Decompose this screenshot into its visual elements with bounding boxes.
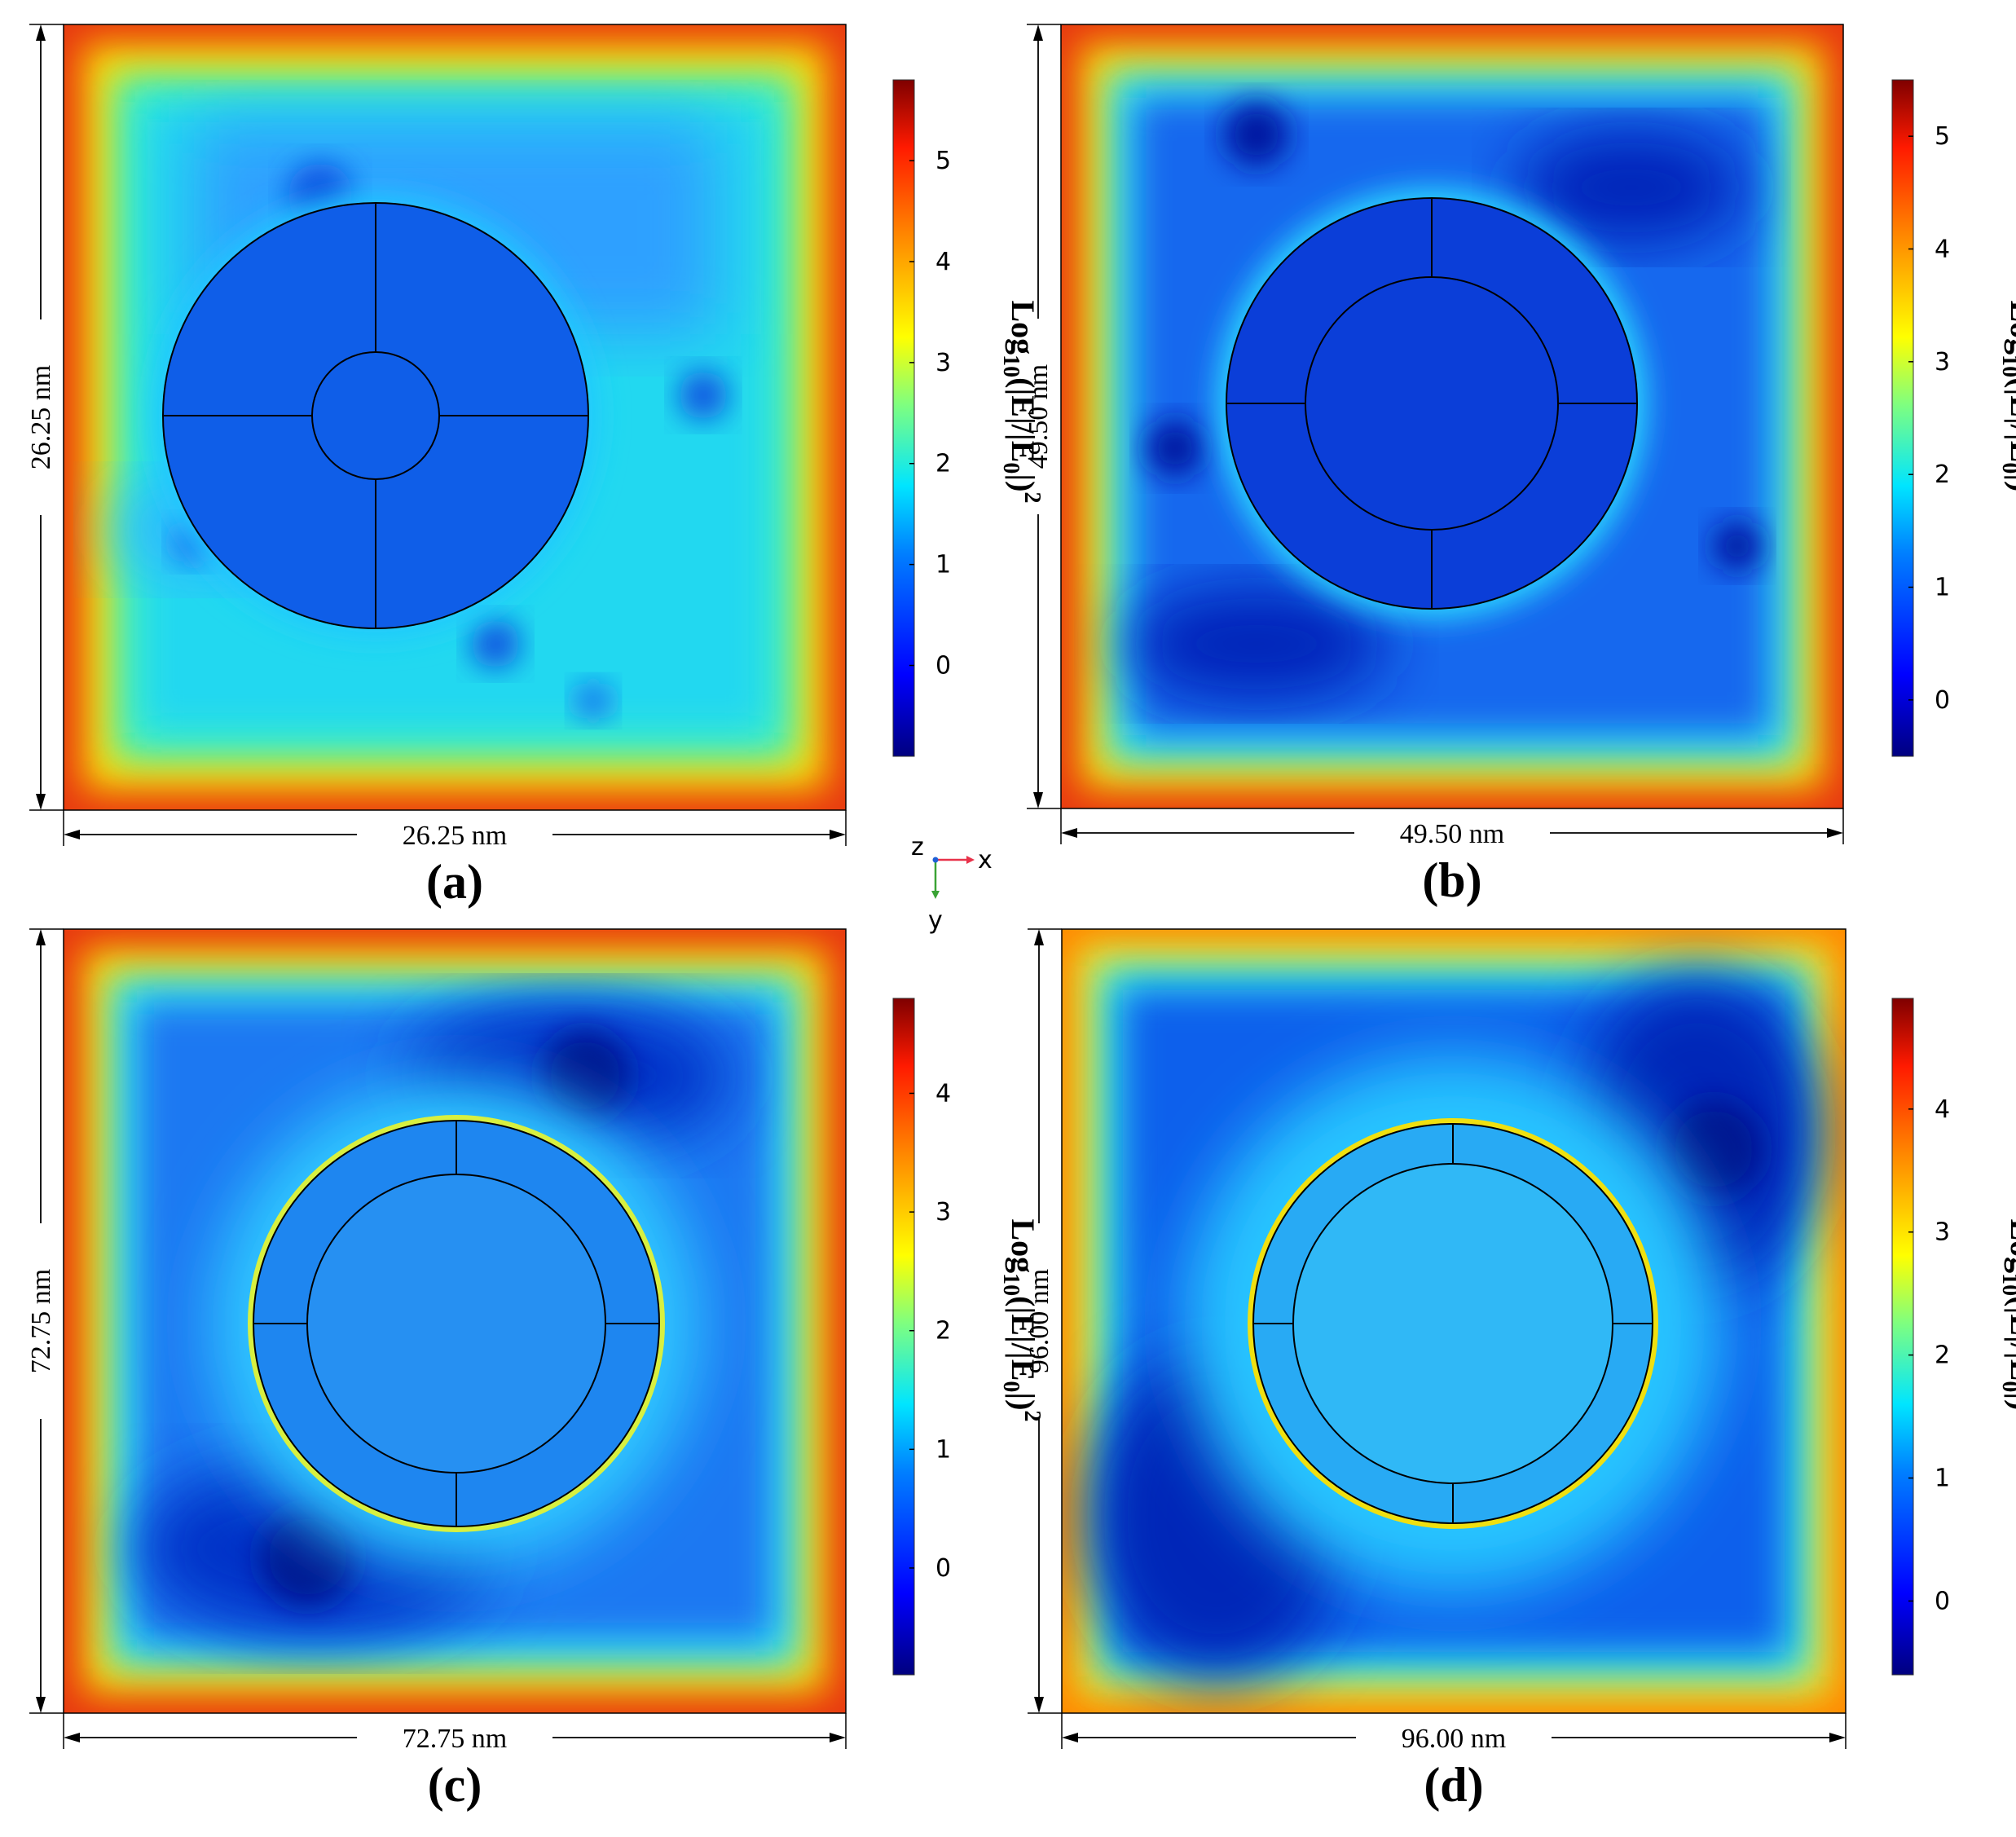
height-arrowhead-bottom	[1034, 1697, 1044, 1713]
panel-d	[1061, 928, 1847, 1714]
field-map	[1060, 24, 1844, 809]
y-axis-arrowhead	[931, 891, 940, 899]
width-arrowhead-left	[1061, 828, 1077, 838]
width-arrowhead-left	[64, 1733, 80, 1742]
colorbar	[1891, 79, 1914, 757]
width-arrowhead-left	[1062, 1733, 1078, 1742]
x-axis-arrowhead	[966, 856, 975, 864]
panel-a	[63, 24, 847, 811]
colorbar-tick-label: 4	[1935, 1095, 1950, 1124]
panel-label: (c)	[428, 1758, 482, 1812]
colorbar-tick-label: 2	[935, 1317, 951, 1346]
height-arrowhead-bottom	[36, 1697, 46, 1713]
width-arrowhead-right	[1827, 828, 1843, 838]
height-arrowhead-top	[1033, 24, 1043, 41]
colorbar-tick-label: 2	[1935, 1341, 1950, 1370]
colorbar-tick-label: 1	[1935, 574, 1950, 602]
height-arrowhead-bottom	[1033, 792, 1043, 808]
height-dimension-label: 72.75 nm	[26, 1269, 56, 1373]
height-arrowhead-bottom	[36, 794, 46, 810]
field-map	[63, 928, 847, 1714]
colorbar-tick-label: 1	[1935, 1465, 1950, 1493]
colorbar-title: Log10(|E|/|E0|)2	[1997, 1218, 2016, 1421]
width-arrowhead-left	[64, 830, 80, 839]
colorbar-tick-label: 1	[935, 551, 951, 579]
width-dimension-label: 96.00 nm	[1402, 1724, 1506, 1754]
axis-triad: z x y	[911, 833, 993, 935]
width-arrowhead-right	[1829, 1733, 1846, 1742]
colorbar-tick-label: 0	[1935, 686, 1950, 715]
panel-c	[63, 928, 847, 1714]
colorbar-tick-label: 4	[935, 248, 951, 276]
colorbar-tick-label: 2	[935, 450, 951, 478]
colorbar-tick-label: 1	[935, 1435, 951, 1464]
colorbar-tick-label: 0	[1935, 1587, 1950, 1615]
width-arrowhead-right	[830, 1733, 846, 1742]
colorbar-title: Log10(|E|/|E0|)2	[998, 300, 1045, 503]
z-axis-label: z	[911, 833, 924, 861]
colorbar-tick-label: 3	[1935, 1218, 1950, 1247]
panel-label: (b)	[1422, 853, 1481, 907]
width-dimension-label: 49.50 nm	[1400, 819, 1504, 849]
annotations: 26.25 nm 26.25 nm (a) 0 1 2 3 4 5 Log10(|E|/|E0|)…	[26, 24, 2016, 1812]
z-axis-dot	[932, 857, 939, 863]
colorbar-title: Log10(|E|/|E0|)2	[1997, 300, 2016, 503]
colorbar	[892, 998, 915, 1676]
colorbar-tick-label: 2	[1935, 460, 1950, 489]
colorbar-tick-label: 0	[935, 652, 951, 681]
colorbar	[1891, 998, 1914, 1676]
panel-d-annotations: 96.00 nm 96.00 nm (d) 0 1 2 3 4 Log10(|E|/|E0|)2	[1024, 928, 2016, 1812]
field-map	[1061, 928, 1847, 1714]
height-dimension-label: 26.25 nm	[26, 365, 56, 469]
width-arrowhead-right	[830, 830, 846, 839]
height-arrowhead-top	[1034, 929, 1044, 945]
colorbar-tick-label: 5	[1935, 122, 1950, 151]
height-dimension-label: 49.50 nm	[1023, 364, 1054, 469]
height-arrowhead-top	[36, 929, 46, 945]
colorbar	[892, 79, 915, 757]
colorbar-tick-label: 3	[1935, 348, 1950, 377]
width-dimension-label: 26.25 nm	[403, 821, 507, 851]
colorbar-tick-label: 3	[935, 1198, 951, 1227]
colorbar-tick-label: 4	[935, 1079, 951, 1108]
panel-label: (d)	[1424, 1758, 1483, 1812]
field-map	[63, 24, 847, 811]
panel-label: (a)	[426, 855, 483, 909]
panel-a-annotations: 26.25 nm 26.25 nm (a) 0 1 2 3 4 5 Log10(|E|/|E0|)…	[26, 24, 1045, 909]
colorbar-tick-label: 4	[1935, 236, 1950, 264]
height-dimension-label: 96.00 nm	[1024, 1269, 1054, 1373]
height-arrowhead-top	[36, 24, 46, 41]
panel-b-annotations: 49.50 nm 49.50 nm (b) 0 1 2 3 4 5 Log10(|E|/|E0|)…	[1023, 24, 2016, 907]
panel-b	[1060, 24, 1844, 809]
x-axis-label: x	[978, 846, 993, 874]
colorbar-tick-label: 3	[935, 349, 951, 377]
colorbar-tick-label: 0	[935, 1554, 951, 1583]
y-axis-label: y	[928, 906, 943, 935]
colorbar-tick-label: 5	[935, 147, 951, 175]
width-dimension-label: 72.75 nm	[403, 1724, 507, 1754]
